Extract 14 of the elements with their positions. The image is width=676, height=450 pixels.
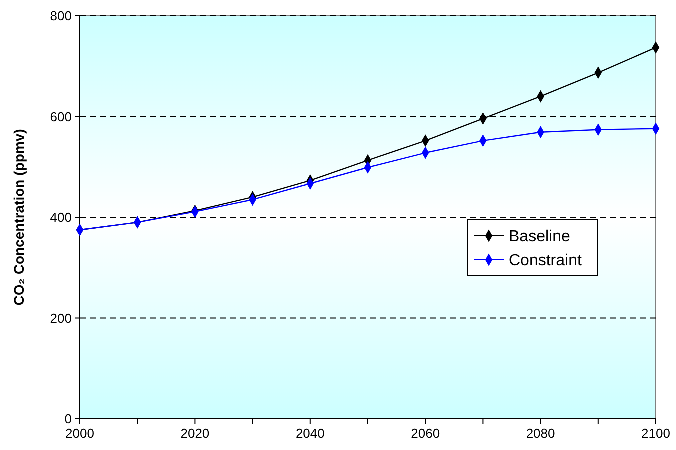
y-axis-title: CO₂ Concentration (ppmv) bbox=[11, 129, 27, 306]
x-tick-label: 2040 bbox=[296, 426, 325, 441]
y-tick-label: 600 bbox=[50, 109, 72, 124]
x-tick-label: 2000 bbox=[66, 426, 94, 441]
legend-label: Constraint bbox=[509, 252, 582, 270]
x-tick-label: 2020 bbox=[180, 426, 210, 441]
x-tick-label: 2080 bbox=[526, 426, 556, 441]
y-tick-label: 200 bbox=[50, 310, 72, 326]
legend-label: Baseline bbox=[509, 228, 570, 246]
x-tick-label: 2100 bbox=[642, 426, 670, 441]
y-tick-label: 0 bbox=[64, 412, 72, 427]
x-tick-label: 2060 bbox=[411, 426, 440, 441]
y-tick-label: 400 bbox=[50, 210, 72, 226]
y-tick-label: 800 bbox=[50, 8, 72, 24]
